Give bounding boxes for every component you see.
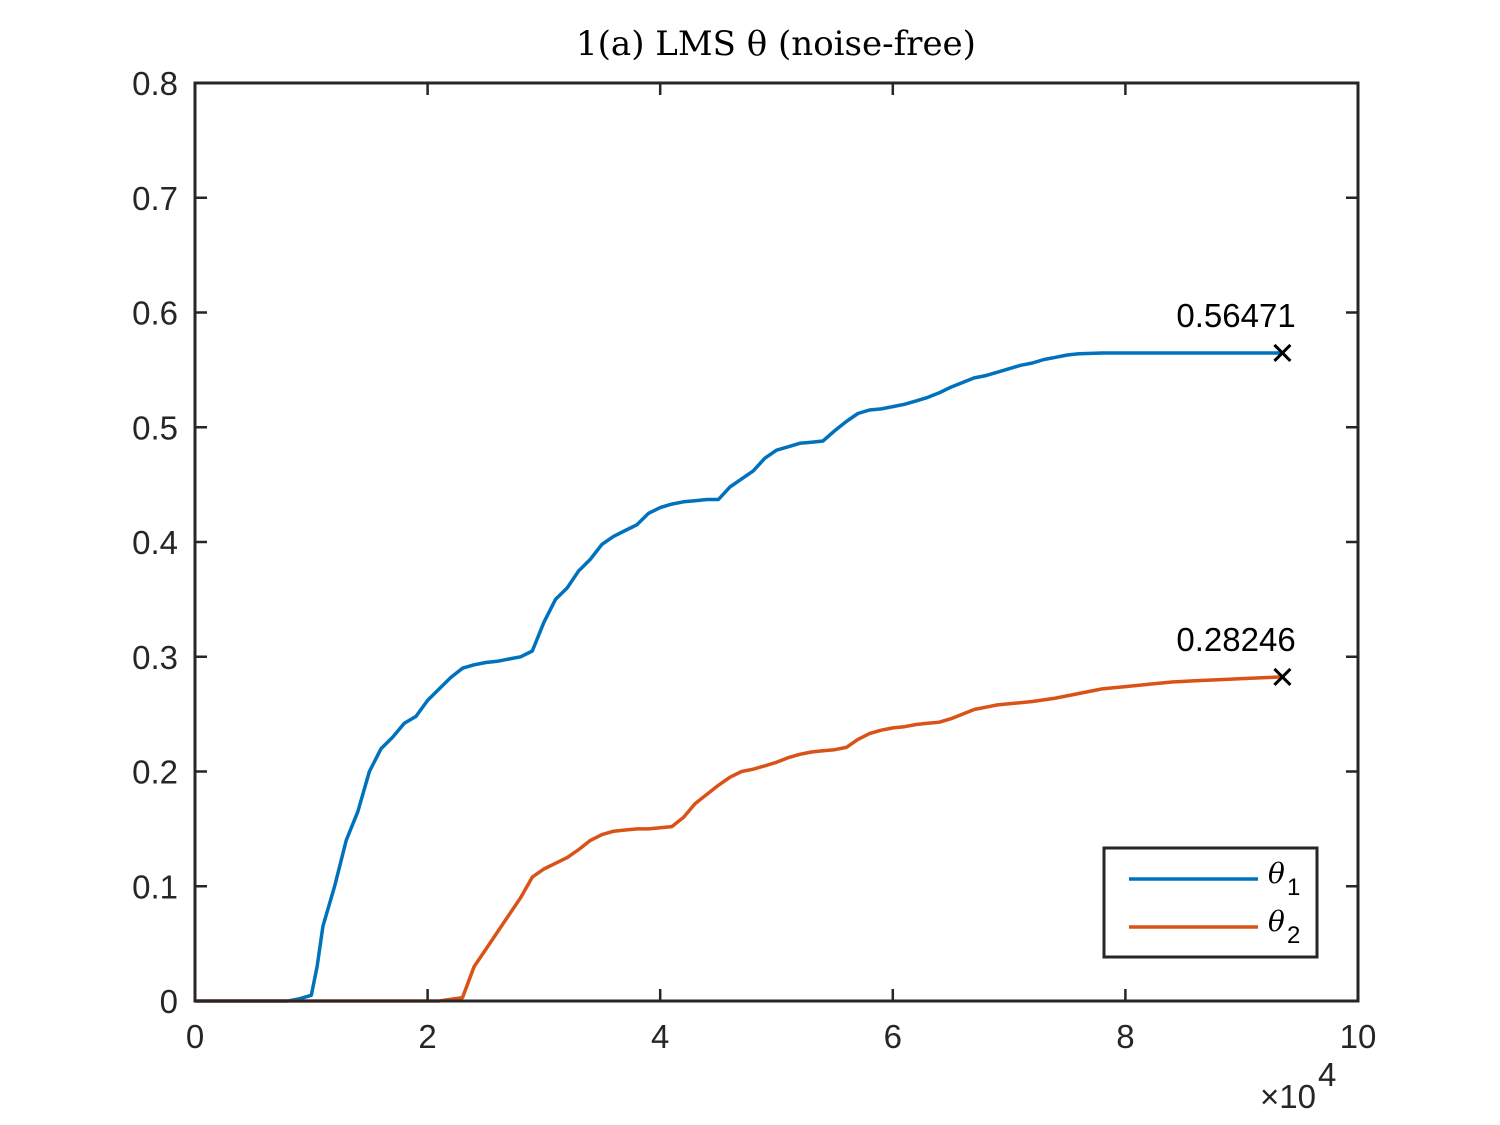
annotation-layer: 0.56471 0.28246 [1176, 297, 1296, 686]
y-tick-label: 0.8 [132, 65, 178, 102]
marker-stroke [1273, 343, 1292, 363]
end-marker-theta2 [1273, 667, 1292, 686]
x-tick-label: 2 [418, 1018, 436, 1055]
x-tick-label: 10 [1340, 1018, 1377, 1055]
x-tick-label: 0 [186, 1018, 204, 1055]
legend-subscript-theta2: 2 [1287, 922, 1300, 949]
legend: θ 1θ 2 [1102, 846, 1319, 959]
y-tick-label: 0.4 [132, 524, 178, 561]
y-tick-label: 0.5 [132, 409, 178, 446]
legend-subscript-theta1: 1 [1287, 874, 1300, 901]
legend-box [1102, 846, 1319, 959]
legend-label-theta1: θ [1268, 857, 1285, 890]
x-exponent-label: ×10 [1260, 1078, 1316, 1115]
chart-title: 1(a) LMS θ (noise-free) [576, 24, 976, 64]
y-tick-label: 0.1 [132, 868, 178, 905]
y-tick-label: 0.7 [132, 180, 178, 217]
y-tick-label: 0 [160, 983, 178, 1020]
x-tick-label: 6 [884, 1018, 902, 1055]
legend-label-theta2: θ [1268, 905, 1285, 938]
y-tick-label: 0.2 [132, 754, 178, 791]
end-value-label-theta2: 0.28246 [1176, 621, 1295, 658]
marker-stroke [1273, 667, 1292, 686]
end-value-label-theta1: 0.56471 [1176, 297, 1295, 334]
x-exponent-power: 4 [1318, 1056, 1336, 1093]
x-tick-label: 4 [651, 1018, 669, 1055]
series-line-theta2 [195, 675, 1283, 1003]
x-tick-label: 8 [1116, 1018, 1134, 1055]
end-marker-theta1 [1273, 343, 1292, 363]
series-line-theta1 [195, 351, 1283, 1003]
y-tick-label: 0.3 [132, 639, 178, 676]
y-tick-label: 0.6 [132, 295, 178, 332]
series-layer [195, 351, 1283, 1003]
